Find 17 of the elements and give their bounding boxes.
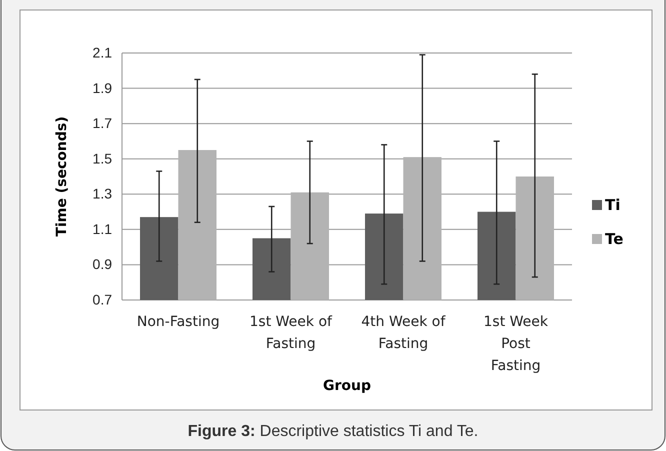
y-tick-label: 2.1 — [92, 44, 112, 60]
legend-label: Te — [605, 230, 624, 248]
x-tick-label: Non-Fasting — [136, 314, 220, 330]
y-tick-label: 1.1 — [92, 220, 112, 237]
y-tick-label: 1.7 — [92, 115, 112, 132]
legend-label: Ti — [605, 196, 620, 214]
x-tick-label: 1st Week of Fasting — [250, 314, 334, 352]
y-tick-label: 0.9 — [92, 256, 112, 272]
y-tick-label: 1.9 — [92, 80, 112, 96]
y-tick-label: 0.7 — [92, 291, 112, 308]
y-tick-label: 1.3 — [92, 186, 112, 202]
x-tick-label: 1st Week Post Fasting — [484, 314, 549, 374]
y-axis-title: Time (seconds) — [54, 116, 70, 237]
x-tick-label: 4th Week of Fasting — [361, 314, 446, 352]
x-axis-title: Group — [322, 378, 372, 394]
caption: Figure 3: Descriptive statistics Ti and Te. — [188, 423, 478, 440]
y-tick-label: 1.5 — [92, 150, 112, 166]
